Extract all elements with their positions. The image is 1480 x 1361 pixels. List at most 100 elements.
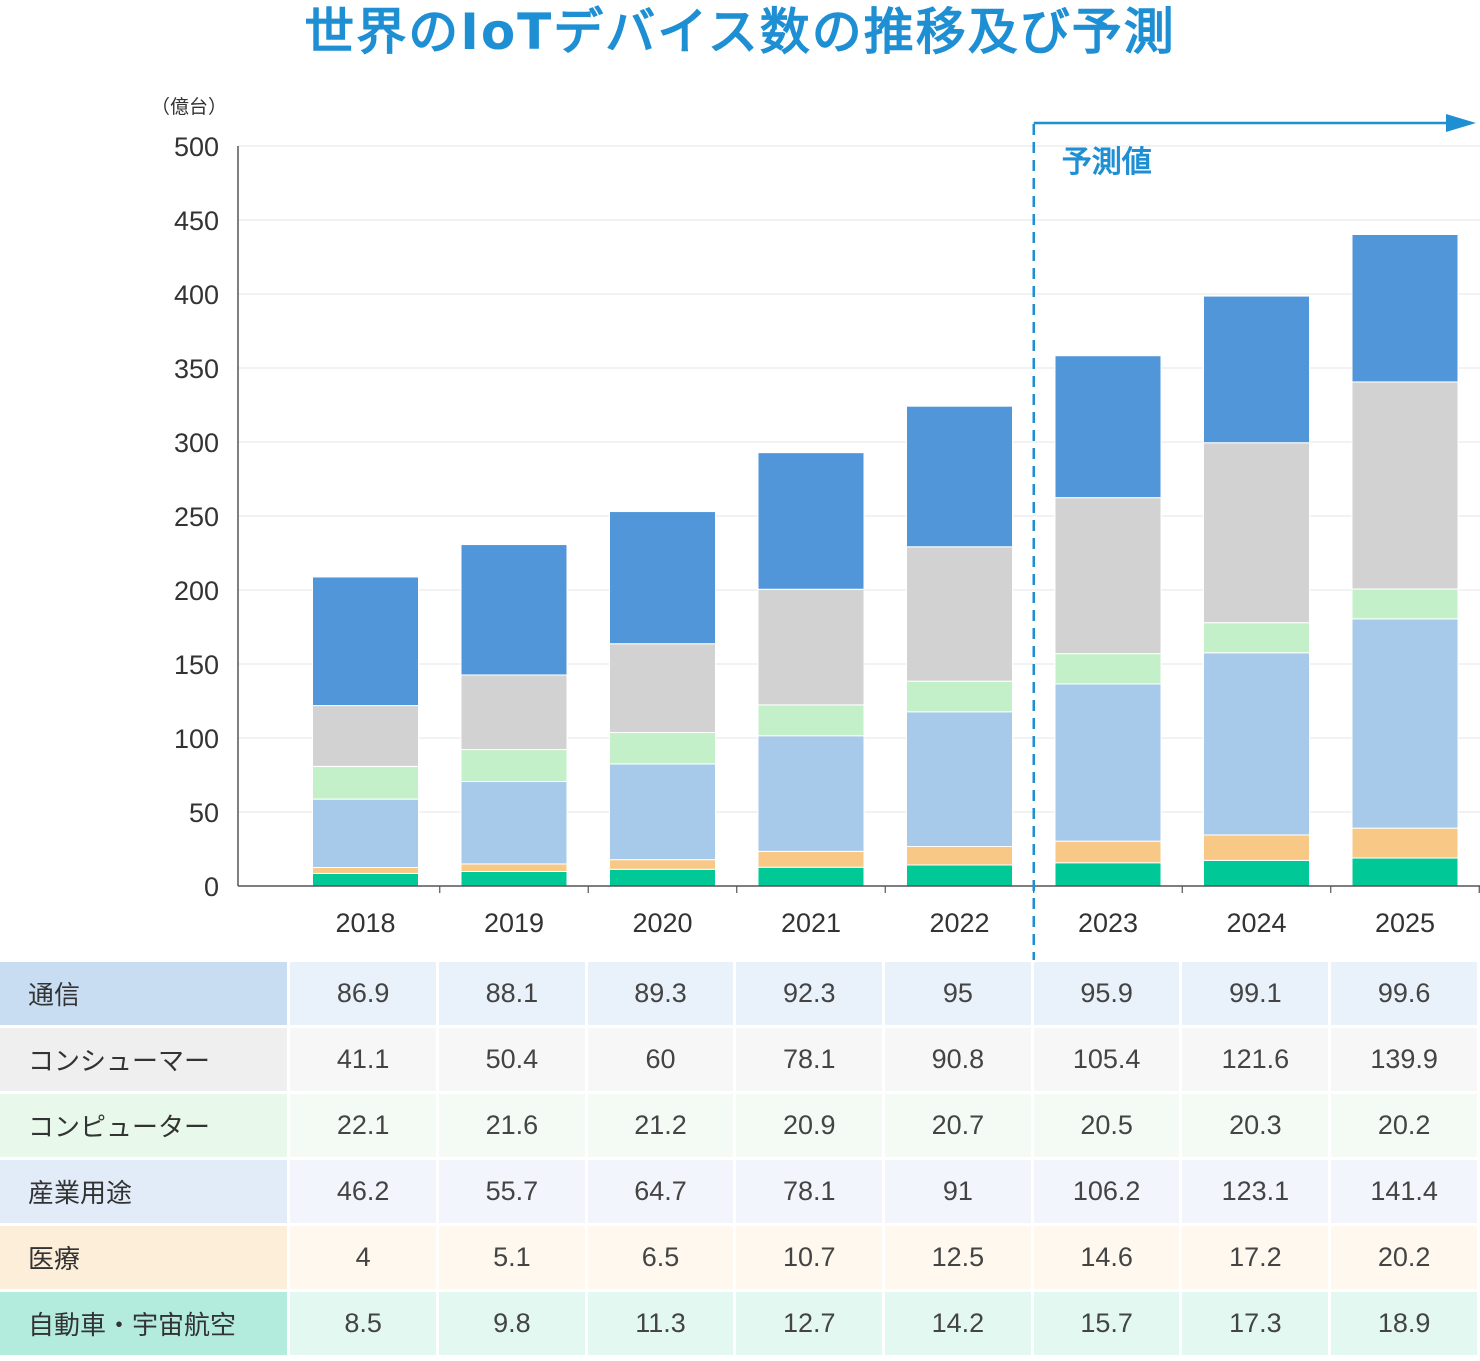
- x-tick-label: 2024: [1226, 908, 1286, 938]
- bar-segment: [1054, 840, 1162, 864]
- bar-segment: [1351, 857, 1459, 887]
- row-label: コンシューマー: [0, 1028, 288, 1091]
- table-cell: 95: [885, 962, 1031, 1025]
- bar-segment: [1351, 588, 1459, 620]
- bar-segment: [1351, 618, 1459, 829]
- table-cell: 10.7: [736, 1226, 883, 1289]
- table-cell: 20.5: [1033, 1094, 1180, 1157]
- bar-segment: [460, 781, 568, 865]
- row-label: コンピューター: [0, 1094, 288, 1157]
- y-tick-label: 450: [174, 206, 219, 236]
- table-cell: 90.8: [885, 1028, 1031, 1091]
- table-cell: 18.9: [1331, 1292, 1477, 1355]
- bar-segment: [906, 864, 1013, 887]
- forecast-label: 予測値: [1062, 145, 1152, 180]
- y-tick-label: 400: [174, 280, 219, 310]
- x-tick-label: 2021: [781, 908, 841, 938]
- row-label: 自動車・宇宙航空: [0, 1292, 288, 1355]
- table-cell: 9.8: [439, 1292, 585, 1355]
- table-cell: 50.4: [439, 1028, 585, 1091]
- bar-segment: [312, 705, 419, 767]
- bar-segment: [312, 867, 419, 874]
- y-tick-label: 50: [189, 798, 219, 828]
- bar-segment: [609, 859, 716, 870]
- table-cell: 20.3: [1182, 1094, 1329, 1157]
- row-label: 通信: [0, 962, 288, 1025]
- row-label: 産業用途: [0, 1160, 288, 1223]
- table-cell: 4: [290, 1226, 436, 1289]
- bar-segment: [1054, 862, 1162, 887]
- table-cell: 123.1: [1182, 1160, 1329, 1223]
- bar-segment: [609, 643, 716, 734]
- table-cell: 14.2: [885, 1292, 1031, 1355]
- table-cell: 105.4: [1033, 1028, 1180, 1091]
- y-axis: 0 50 100 150 200 250 300 350 400 450 500 （億台）: [151, 96, 239, 902]
- data-table: 通信 86.9 88.1 89.3 92.3 95 95.9 99.1 99.6 コンシューマー 4…: [0, 959, 1480, 1358]
- bar-segment: [1203, 834, 1310, 861]
- bar-segment: [460, 863, 568, 872]
- table-cell: 41.1: [290, 1028, 436, 1091]
- table-cell: 92.3: [736, 962, 883, 1025]
- bar-segment: [757, 452, 865, 590]
- table-cell: 60: [587, 1028, 734, 1091]
- bar-segment: [757, 866, 865, 887]
- table-cell: 20.2: [1331, 1226, 1477, 1289]
- bar-segment: [1203, 859, 1310, 887]
- table-cell: 11.3: [587, 1292, 734, 1355]
- table-cell: 78.1: [736, 1160, 883, 1223]
- table-cell: 95.9: [1033, 962, 1180, 1025]
- table-cell: 20.2: [1331, 1094, 1477, 1157]
- x-tick-label: 2023: [1078, 908, 1138, 938]
- table-cell: 20.7: [885, 1094, 1031, 1157]
- table-cell: 20.9: [736, 1094, 883, 1157]
- table-cell: 99.1: [1182, 962, 1329, 1025]
- table-cell: 46.2: [290, 1160, 436, 1223]
- table-cell: 17.2: [1182, 1226, 1329, 1289]
- bar-segment: [906, 405, 1013, 548]
- bar-segment: [460, 870, 568, 887]
- table-row: 医療 4 5.1 6.5 10.7 12.5 14.6 17.2 20.2: [0, 1226, 1477, 1289]
- table-cell: 5.1: [439, 1226, 585, 1289]
- bar-segment: [906, 680, 1013, 713]
- table-cell: 55.7: [439, 1160, 585, 1223]
- bar-segment: [1203, 622, 1310, 654]
- table-row: 産業用途 46.2 55.7 64.7 78.1 91 106.2 123.1 141.4: [0, 1160, 1477, 1223]
- y-tick-label: 0: [204, 872, 219, 902]
- bar-segment: [757, 735, 865, 852]
- table-cell: 14.6: [1033, 1226, 1180, 1289]
- y-axis-label: （億台）: [151, 96, 227, 118]
- x-tick-label: 2020: [632, 908, 692, 938]
- x-tick-label: 2025: [1375, 908, 1435, 938]
- bar-segment: [1351, 234, 1459, 383]
- table-row: コンシューマー 41.1 50.4 60 78.1 90.8 105.4 121.6 139.9: [0, 1028, 1477, 1091]
- bar-segment: [757, 850, 865, 868]
- y-tick-label: 200: [174, 576, 219, 606]
- bar-segment: [1203, 295, 1310, 444]
- bar-segment: [906, 845, 1013, 866]
- bar-segment: [1054, 497, 1162, 655]
- x-tick-label: 2018: [335, 908, 395, 938]
- bar-segment: [906, 546, 1013, 682]
- table-cell: 78.1: [736, 1028, 883, 1091]
- y-tick-label: 150: [174, 650, 219, 680]
- bar-segment: [1054, 653, 1162, 685]
- table-cell: 17.3: [1182, 1292, 1329, 1355]
- table-cell: 8.5: [290, 1292, 436, 1355]
- table-cell: 15.7: [1033, 1292, 1180, 1355]
- bar-segment: [460, 674, 568, 751]
- table-cell: 12.5: [885, 1226, 1031, 1289]
- table-row: 通信 86.9 88.1 89.3 92.3 95 95.9 99.1 99.6: [0, 962, 1477, 1025]
- y-tick-label: 300: [174, 428, 219, 458]
- table-cell: 141.4: [1331, 1160, 1477, 1223]
- bar-segment: [312, 872, 419, 887]
- bar-segment: [312, 765, 419, 800]
- table-cell: 12.7: [736, 1292, 883, 1355]
- x-tick-label: 2022: [929, 908, 989, 938]
- table-row: 自動車・宇宙航空 8.5 9.8 11.3 12.7 14.2 15.7 17.3 18.9: [0, 1292, 1477, 1355]
- bars: [312, 234, 1459, 887]
- forecast-marker: 予測値: [1032, 114, 1476, 960]
- table-cell: 21.6: [439, 1094, 585, 1157]
- table-row: コンピューター 22.1 21.6 21.2 20.9 20.7 20.5 20.3 20.2: [0, 1094, 1477, 1157]
- chart-title: 世界のIoTデバイス数の推移及び予測: [304, 3, 1176, 61]
